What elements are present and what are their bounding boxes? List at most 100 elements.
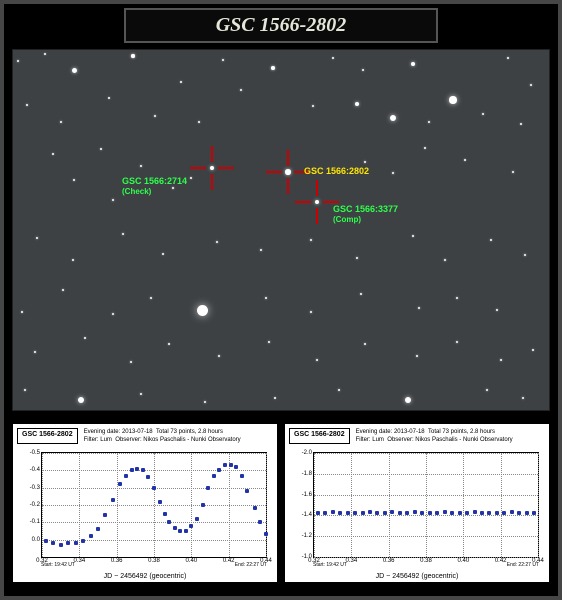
lightcurve-chart-left: GSC 1566-2802 Evening date: 2013-07-18 T…	[12, 423, 278, 583]
chart-right-xlabel: JD − 2456492 (geocentric)	[376, 573, 459, 580]
star	[112, 199, 115, 202]
data-point	[234, 465, 238, 469]
star	[312, 105, 315, 108]
star	[122, 233, 125, 236]
data-point	[316, 511, 320, 515]
data-point	[420, 511, 424, 515]
star	[21, 311, 23, 313]
star	[198, 121, 200, 123]
star	[444, 259, 447, 262]
data-point	[428, 511, 432, 515]
star	[204, 401, 207, 404]
star	[78, 397, 84, 403]
data-point	[353, 511, 357, 515]
star	[52, 153, 54, 155]
star	[310, 311, 313, 314]
star	[34, 351, 37, 354]
chart-left-plot: 0.320.340.360.380.400.420.44-0.5-0.4-0.3…	[41, 452, 267, 558]
star	[190, 177, 192, 179]
star	[496, 309, 498, 311]
data-point	[502, 511, 506, 515]
data-point	[158, 500, 162, 504]
star	[364, 343, 366, 345]
star	[112, 313, 115, 316]
chart-right-footer-end: End: 22:27 UT	[507, 562, 539, 568]
star	[108, 97, 110, 99]
data-point	[240, 474, 244, 478]
chart-right-meta: Evening date: 2013-07-18 Total 73 points…	[356, 428, 513, 444]
star	[412, 235, 414, 237]
star	[464, 159, 466, 161]
star	[24, 389, 27, 392]
data-point	[135, 467, 139, 471]
data-point	[398, 511, 402, 515]
data-point	[532, 511, 536, 515]
chart-left-footer-end: End: 22:27 UT	[235, 562, 267, 568]
data-point	[390, 510, 394, 514]
data-point	[184, 529, 188, 533]
data-point	[152, 486, 156, 490]
data-point	[487, 511, 491, 515]
marker-label-check: GSC 1566:2714(Check)	[122, 176, 187, 196]
star	[418, 307, 421, 310]
data-point	[141, 468, 145, 472]
data-point	[130, 468, 134, 472]
star	[456, 341, 459, 344]
data-point	[346, 511, 350, 515]
star	[26, 104, 28, 106]
star	[130, 361, 133, 364]
star	[72, 259, 74, 261]
star	[197, 305, 208, 316]
data-point	[229, 463, 233, 467]
star	[355, 102, 359, 106]
data-point	[59, 543, 63, 547]
star	[131, 54, 134, 57]
star	[140, 393, 143, 396]
data-point	[118, 482, 122, 486]
star	[424, 147, 426, 149]
data-point	[245, 489, 249, 493]
data-point	[163, 512, 167, 516]
star	[72, 68, 77, 73]
frame: GSC 1566-2802 GSC 1566:2802GSC 1566:2714…	[0, 0, 562, 600]
star	[140, 165, 143, 168]
series-name-box: GSC 1566-2802	[289, 428, 350, 444]
star	[84, 337, 86, 339]
star	[154, 115, 157, 118]
star	[390, 115, 396, 121]
data-point	[258, 520, 262, 524]
data-point	[44, 539, 48, 543]
data-point	[89, 534, 93, 538]
star	[162, 253, 164, 255]
data-point	[361, 511, 365, 515]
chart-right-plot: 0.320.340.360.380.400.420.44-2.0-1.8-1.6…	[313, 452, 539, 558]
star	[73, 179, 75, 181]
star	[456, 297, 459, 300]
star	[532, 349, 534, 351]
data-point	[517, 511, 521, 515]
star	[265, 297, 268, 300]
series-name-box: GSC 1566-2802	[17, 428, 78, 444]
data-point	[81, 539, 85, 543]
star	[512, 171, 515, 174]
star	[392, 172, 395, 175]
data-point	[201, 503, 205, 507]
chart-left-footer-start: Start: 19:42 UT	[41, 562, 75, 568]
star	[180, 81, 182, 83]
star	[260, 249, 263, 252]
star	[315, 200, 320, 205]
page-title: GSC 1566-2802	[216, 14, 347, 36]
data-point	[189, 524, 193, 528]
data-point	[167, 520, 171, 524]
chart-right-header: GSC 1566-2802 Evening date: 2013-07-18 T…	[289, 428, 545, 444]
star	[356, 257, 359, 260]
star	[62, 289, 64, 291]
star	[60, 121, 63, 124]
data-point	[264, 532, 268, 536]
data-point	[383, 511, 387, 515]
star	[490, 239, 492, 241]
data-point	[525, 511, 529, 515]
data-point	[480, 511, 484, 515]
star	[240, 89, 243, 92]
star	[271, 66, 275, 70]
